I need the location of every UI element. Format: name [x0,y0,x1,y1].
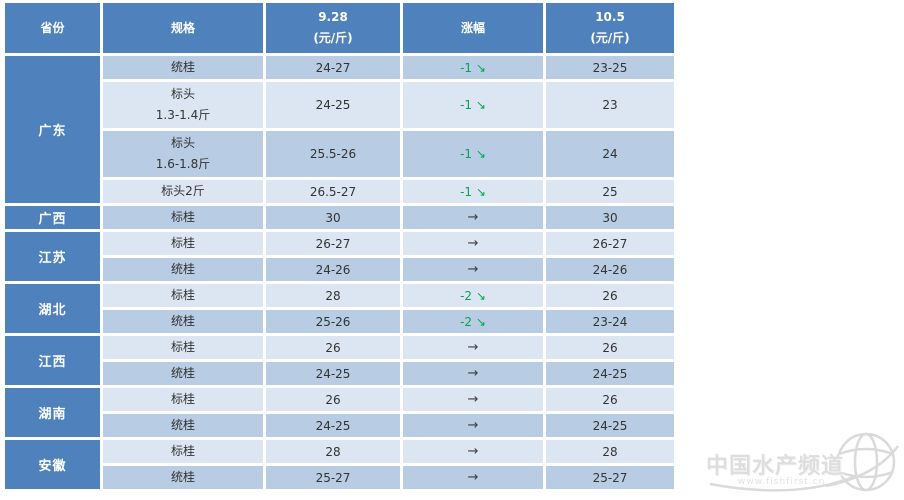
price-prev-cell: 24-25 [266,414,400,437]
change-cell: -1 ↘ [403,56,543,79]
spec-cell: 统桂 [103,56,263,79]
price-curr-cell: 26 [546,284,674,307]
price-curr-cell: 26 [546,336,674,359]
watermark-url: www.fishfirst.cn [738,477,826,487]
spec-cell: 标桂 [103,284,263,307]
price-prev-cell: 24-25 [266,362,400,385]
change-cell: → [403,466,543,489]
header-date-prev-value: 9.28 [318,10,348,24]
table-row: 统桂 24-25 → 24-25 [5,414,674,437]
price-prev-cell: 25-27 [266,466,400,489]
province-cell: 江西 [5,336,100,385]
spec-cell: 标桂 [103,440,263,463]
spec-cell: 标头2斤 [103,180,263,203]
spec-cell: 统桂 [103,414,263,437]
change-cell: → [403,414,543,437]
province-cell: 湖北 [5,284,100,333]
globe-icon [709,432,900,492]
price-curr-cell: 25-27 [546,466,674,489]
price-curr-cell: 23 [546,82,674,128]
table-row: 统桂 25-26 -2 ↘ 23-24 [5,310,674,333]
change-cell: → [403,258,543,281]
change-cell: → [403,440,543,463]
price-curr-cell: 24 [546,131,674,177]
change-cell: -1 ↘ [403,180,543,203]
table-row: 湖南 标桂 26 → 26 [5,388,674,437]
change-cell: → [403,206,543,229]
table-row: 安徽 标桂 28 → 28 [5,440,674,489]
table-row: 标头 1.6-1.8斤 25.5-26 -1 ↘ 24 [5,131,674,177]
price-prev-cell: 28 [266,284,400,307]
table-row: 统桂 25-27 → 25-27 [5,466,674,489]
province-cell: 广西 [5,206,100,229]
price-curr-cell: 26 [546,388,674,411]
spec-cell: 标桂 [103,388,263,411]
price-curr-cell: 28 [546,440,674,463]
table-row: 标头2斤 26.5-27 -1 ↘ 25 [5,180,674,203]
spec-cell: 统桂 [103,258,263,281]
change-cell: → [403,388,543,411]
province-cell: 湖南 [5,388,100,437]
price-prev-cell: 26 [266,388,400,411]
price-curr-cell: 26-27 [546,232,674,255]
header-unit: (元/斤) [313,31,353,45]
price-prev-cell: 24-25 [266,82,400,128]
table-row: 江苏 标桂 26-27 → 26-27 [5,232,674,281]
price-prev-cell: 26.5-27 [266,180,400,203]
price-prev-cell: 26 [266,336,400,359]
watermark: 中国水产频道 www.fishfirst.cn [706,424,902,496]
header-unit: (元/斤) [590,31,630,45]
header-spec: 规格 [103,3,263,53]
price-prev-cell: 24-27 [266,56,400,79]
price-table: 省份 规格 9.28 (元/斤) 涨幅 10.5 (元/斤) 广东 统桂 24-27… [2,0,677,492]
price-curr-cell: 24-25 [546,414,674,437]
price-curr-cell: 30 [546,206,674,229]
price-curr-cell: 25 [546,180,674,203]
spec-cell: 标头 1.3-1.4斤 [103,82,263,128]
spec-cell: 标桂 [103,336,263,359]
price-curr-cell: 24-25 [546,362,674,385]
header-province: 省份 [5,3,100,53]
change-cell: → [403,232,543,255]
spec-cell: 标桂 [103,232,263,255]
table-row: 广西 标桂 30 → 30 [5,206,674,229]
price-prev-cell: 25-26 [266,310,400,333]
province-cell: 广东 [5,56,100,203]
province-cell: 安徽 [5,440,100,489]
price-curr-cell: 24-26 [546,258,674,281]
header-date-prev: 9.28 (元/斤) [266,3,400,53]
table-row: 统桂 24-26 → 24-26 [5,258,674,281]
change-cell: → [403,362,543,385]
spec-cell: 标桂 [103,206,263,229]
watermark-title: 中国水产频道 [706,454,845,479]
change-cell: → [403,336,543,359]
table-row: 江西 标桂 26 → 26 [5,336,674,385]
header-row: 省份 规格 9.28 (元/斤) 涨幅 10.5 (元/斤) [5,3,674,53]
change-cell: -2 ↘ [403,310,543,333]
change-cell: -2 ↘ [403,284,543,307]
table-row: 统桂 24-25 → 24-25 [5,362,674,385]
header-change: 涨幅 [403,3,543,53]
spec-cell: 统桂 [103,362,263,385]
price-prev-cell: 26-27 [266,232,400,255]
spec-cell: 统桂 [103,310,263,333]
price-prev-cell: 25.5-26 [266,131,400,177]
header-date-curr: 10.5 (元/斤) [546,3,674,53]
price-curr-cell: 23-24 [546,310,674,333]
province-cell: 江苏 [5,232,100,281]
spec-cell: 统桂 [103,466,263,489]
price-prev-cell: 30 [266,206,400,229]
table-row: 广东 统桂 24-27 -1 ↘ 23-25 [5,56,674,203]
table-row: 湖北 标桂 28 -2 ↘ 26 [5,284,674,333]
change-cell: -1 ↘ [403,131,543,177]
price-prev-cell: 28 [266,440,400,463]
header-date-curr-value: 10.5 [595,10,625,24]
price-curr-cell: 23-25 [546,56,674,79]
price-prev-cell: 24-26 [266,258,400,281]
table-row: 标头 1.3-1.4斤 24-25 -1 ↘ 23 [5,82,674,128]
change-cell: -1 ↘ [403,82,543,128]
spec-cell: 标头 1.6-1.8斤 [103,131,263,177]
